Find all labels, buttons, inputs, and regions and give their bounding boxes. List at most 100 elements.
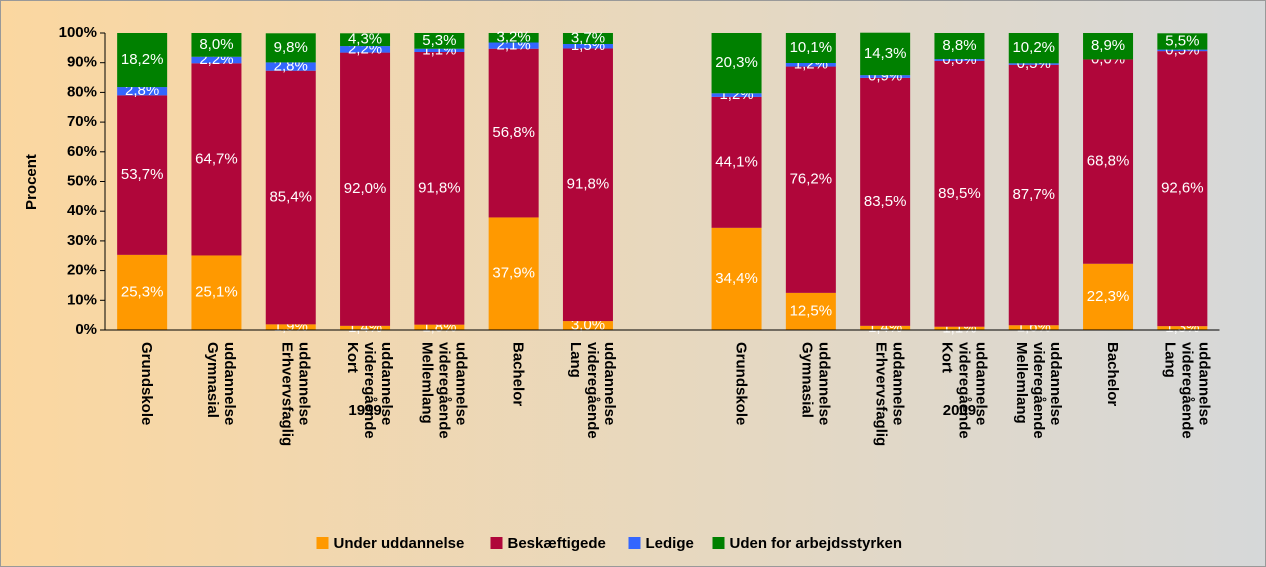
legend-swatch bbox=[628, 537, 641, 549]
bar-segment bbox=[860, 32, 911, 76]
data-label: 87,7% bbox=[1012, 186, 1055, 203]
data-label: 37,9% bbox=[492, 265, 535, 282]
x-tick-label: Lang videregående uddannelse bbox=[1161, 342, 1212, 443]
bar-segment bbox=[265, 70, 316, 325]
bar-segment bbox=[340, 52, 391, 326]
bar-segment bbox=[785, 292, 836, 330]
y-tick-label: 70% bbox=[67, 113, 97, 130]
data-label: 25,1% bbox=[195, 284, 238, 301]
data-label: 3,2% bbox=[497, 29, 531, 46]
data-label: 34,4% bbox=[715, 270, 758, 287]
y-tick-label: 90% bbox=[67, 54, 97, 71]
bar-segment bbox=[562, 43, 613, 49]
x-tick-label: Mellemlang videregående uddannelse bbox=[1013, 342, 1064, 443]
data-label: 20,3% bbox=[715, 54, 758, 71]
bar-segment bbox=[414, 33, 465, 49]
bar-segment bbox=[340, 46, 391, 53]
bar-segment bbox=[340, 33, 391, 47]
legend-label: Ledige bbox=[646, 535, 694, 552]
bar-segment bbox=[711, 227, 762, 330]
data-label: 68,8% bbox=[1087, 153, 1130, 170]
legend-label: Under uddannelse bbox=[334, 535, 465, 552]
data-label: 56,8% bbox=[492, 124, 535, 141]
data-label: 14,3% bbox=[864, 45, 907, 62]
data-label: 10,1% bbox=[790, 39, 833, 56]
bar-segment bbox=[711, 93, 762, 97]
bar-segment bbox=[860, 77, 911, 326]
bar-segment bbox=[488, 42, 539, 49]
data-label: 92,0% bbox=[344, 180, 387, 197]
data-label: 4,3% bbox=[348, 31, 382, 48]
group-label: 2009 bbox=[943, 402, 976, 419]
bar-segment bbox=[117, 254, 168, 330]
legend-swatch bbox=[316, 537, 329, 549]
bar-segment bbox=[1008, 63, 1059, 65]
y-tick-label: 60% bbox=[67, 143, 97, 160]
data-label: 85,4% bbox=[269, 189, 312, 206]
bar-segment bbox=[191, 63, 242, 256]
bar-segment bbox=[860, 75, 911, 78]
data-label: 8,0% bbox=[199, 36, 233, 53]
x-tick-label: Gymnasial uddannelse bbox=[204, 342, 238, 425]
bar-segment bbox=[191, 56, 242, 64]
y-tick-label: 80% bbox=[67, 83, 97, 100]
bar-segment bbox=[711, 96, 762, 228]
data-label: 3,7% bbox=[571, 29, 605, 46]
data-label: 92,6% bbox=[1161, 180, 1204, 197]
bar-segment bbox=[1008, 325, 1059, 330]
bar-segment bbox=[1083, 33, 1134, 60]
data-label: 9,8% bbox=[274, 39, 308, 56]
bar-segment bbox=[1157, 326, 1208, 330]
x-tick-label: Lang videregående uddannelse bbox=[567, 342, 618, 443]
bar-segment bbox=[934, 59, 985, 61]
legend-label: Uden for arbejdsstyrken bbox=[730, 535, 903, 552]
bar-segment bbox=[1083, 59, 1134, 264]
x-tick-label: Kort videregående uddannelse bbox=[938, 342, 989, 443]
y-axis-label: Procent bbox=[23, 154, 40, 210]
data-label: 8,8% bbox=[942, 37, 976, 54]
bar-segment bbox=[1008, 64, 1059, 326]
bar-segment bbox=[265, 33, 316, 63]
bar-segment bbox=[562, 321, 613, 330]
bar-segment bbox=[562, 33, 613, 44]
bar-segment bbox=[1157, 51, 1208, 327]
bar-segment bbox=[934, 60, 985, 327]
bar-segment bbox=[934, 33, 985, 60]
data-label: 44,1% bbox=[715, 153, 758, 170]
data-label: 91,8% bbox=[567, 176, 610, 193]
bar-segment bbox=[488, 217, 539, 330]
bar-segment bbox=[488, 33, 539, 43]
y-tick-label: 30% bbox=[67, 232, 97, 249]
bar-segment bbox=[117, 33, 168, 88]
data-label: 76,2% bbox=[790, 171, 833, 188]
bar-segment bbox=[414, 52, 465, 325]
data-label: 5,5% bbox=[1165, 32, 1199, 49]
bar-segment bbox=[1008, 33, 1059, 64]
bar-segment bbox=[414, 324, 465, 330]
data-label: 18,2% bbox=[121, 51, 164, 68]
data-label: 10,2% bbox=[1012, 39, 1055, 56]
y-tick-label: 10% bbox=[67, 291, 97, 308]
bar-segment bbox=[1157, 33, 1208, 50]
bar-segment bbox=[191, 33, 242, 57]
bar-segment bbox=[191, 255, 242, 330]
data-label: 91,8% bbox=[418, 179, 461, 196]
bar-segment bbox=[1157, 49, 1208, 52]
bar-segment bbox=[711, 33, 762, 94]
x-tick-label: Erhvervsfaglig uddannelse bbox=[873, 342, 907, 450]
data-label: 53,7% bbox=[121, 166, 164, 183]
x-tick-label: Gymnasial uddannelse bbox=[798, 342, 832, 425]
legend-label: Beskæftigede bbox=[508, 535, 606, 552]
y-tick-label: 0% bbox=[75, 321, 97, 338]
data-label: 25,3% bbox=[121, 283, 164, 300]
data-label: 22,3% bbox=[1087, 288, 1130, 305]
x-tick-label: Erhvervsfaglig uddannelse bbox=[278, 342, 312, 450]
bar-segment bbox=[265, 324, 316, 330]
data-label: 89,5% bbox=[938, 185, 981, 202]
x-tick-label: Bachelor bbox=[510, 342, 527, 406]
bar-segment bbox=[340, 325, 391, 330]
data-label: 64,7% bbox=[195, 150, 238, 167]
bar-segment bbox=[117, 95, 168, 255]
legend-swatch bbox=[490, 537, 503, 549]
